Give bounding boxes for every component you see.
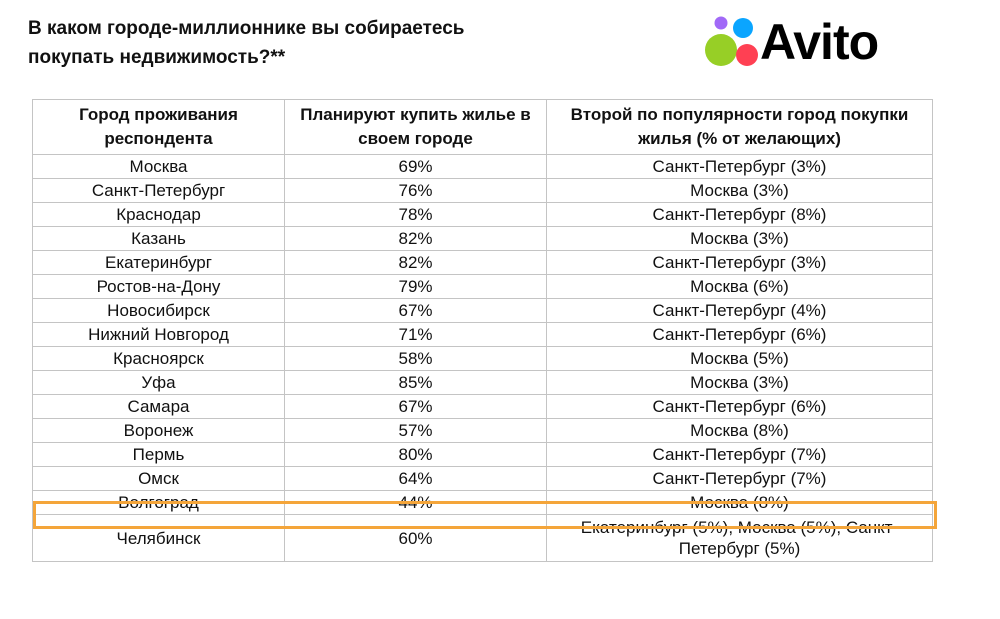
city-cell: Санкт-Петербург <box>32 178 285 203</box>
city-cell: Уфа <box>32 370 285 395</box>
percent-cell: 79% <box>284 274 547 299</box>
city-cell: Екатеринбург <box>32 250 285 275</box>
second-city-cell: Санкт-Петербург (7%) <box>546 466 933 491</box>
second-city-cell: Москва (8%) <box>546 418 933 443</box>
second-city-cell: Москва (8%) <box>546 490 933 515</box>
second-city-cell: Санкт-Петербург (6%) <box>546 322 933 347</box>
table-row: Пермь 80% Санкт-Петербург (7%) <box>32 442 933 467</box>
table-row: Казань 82% Москва (3%) <box>32 226 933 251</box>
table-row: Красноярск 58% Москва (5%) <box>32 346 933 371</box>
logo-dot-blue <box>733 18 753 38</box>
logo-dot-purple <box>714 16 728 30</box>
logo-dot-red <box>736 44 758 66</box>
table-row: Москва 69% Санкт-Петербург (3%) <box>32 154 933 179</box>
avito-logo: Avito <box>704 12 904 72</box>
header-city: Город проживания респондента <box>32 99 285 155</box>
table-row: Уфа 85% Москва (3%) <box>32 370 933 395</box>
second-city-cell: Москва (6%) <box>546 274 933 299</box>
percent-cell: 78% <box>284 202 547 227</box>
second-city-cell: Санкт-Петербург (8%) <box>546 202 933 227</box>
percent-cell: 80% <box>284 442 547 467</box>
city-cell: Волгоград <box>32 490 285 515</box>
title-line-1: В каком городе-миллионнике вы собираетес… <box>28 18 465 39</box>
city-cell: Москва <box>32 154 285 179</box>
table-row: Новосибирск 67% Санкт-Петербург (4%) <box>32 298 933 323</box>
city-cell: Самара <box>32 394 285 419</box>
city-cell: Омск <box>32 466 285 491</box>
percent-cell: 69% <box>284 154 547 179</box>
percent-cell: 82% <box>284 250 547 275</box>
table-row: Челябинск 60% Екатеринбург (5%), Москва (5… <box>32 514 933 562</box>
logo-text: Avito <box>760 14 879 70</box>
percent-cell: 44% <box>284 490 547 515</box>
percent-cell: 85% <box>284 370 547 395</box>
table-row: Екатеринбург 82% Санкт-Петербург (3%) <box>32 250 933 275</box>
city-cell: Казань <box>32 226 285 251</box>
percent-cell: 60% <box>284 514 547 562</box>
table-row-highlighted: Волгоград 44% Москва (8%) <box>32 490 933 515</box>
city-cell: Красноярск <box>32 346 285 371</box>
second-city-cell: Москва (3%) <box>546 226 933 251</box>
percent-cell: 58% <box>284 346 547 371</box>
table-row: Нижний Новгород 71% Санкт-Петербург (6%) <box>32 322 933 347</box>
percent-cell: 64% <box>284 466 547 491</box>
second-city-cell: Москва (3%) <box>546 178 933 203</box>
survey-table: Город проживания респондента Планируют к… <box>32 99 933 562</box>
second-city-cell: Санкт-Петербург (3%) <box>546 250 933 275</box>
percent-cell: 71% <box>284 322 547 347</box>
second-city-cell: Екатеринбург (5%), Москва (5%), Санкт-Пе… <box>546 514 933 562</box>
table-row: Самара 67% Санкт-Петербург (6%) <box>32 394 933 419</box>
avito-dots-icon <box>705 16 758 66</box>
second-city-cell: Санкт-Петербург (3%) <box>546 154 933 179</box>
percent-cell: 82% <box>284 226 547 251</box>
logo-dot-green <box>705 34 737 66</box>
table-row: Краснодар 78% Санкт-Петербург (8%) <box>32 202 933 227</box>
title-line-2: покупать недвижимость?** <box>28 47 286 68</box>
table-row: Омск 64% Санкт-Петербург (7%) <box>32 466 933 491</box>
city-cell: Новосибирск <box>32 298 285 323</box>
header-own-city: Планируют купить жилье в своем городе <box>284 99 547 155</box>
percent-cell: 76% <box>284 178 547 203</box>
table-header-row: Город проживания респондента Планируют к… <box>32 99 933 155</box>
second-city-cell: Москва (5%) <box>546 346 933 371</box>
city-cell: Краснодар <box>32 202 285 227</box>
table-row: Ростов-на-Дону 79% Москва (6%) <box>32 274 933 299</box>
page-title: В каком городе-миллионнике вы собираетес… <box>28 14 628 72</box>
second-city-cell: Санкт-Петербург (7%) <box>546 442 933 467</box>
percent-cell: 67% <box>284 298 547 323</box>
second-city-cell: Москва (3%) <box>546 370 933 395</box>
city-cell: Воронеж <box>32 418 285 443</box>
header-second-city: Второй по популярности город покупки жил… <box>546 99 933 155</box>
city-cell: Пермь <box>32 442 285 467</box>
city-cell: Челябинск <box>32 514 285 562</box>
city-cell: Нижний Новгород <box>32 322 285 347</box>
percent-cell: 57% <box>284 418 547 443</box>
second-city-cell: Санкт-Петербург (6%) <box>546 394 933 419</box>
table-row: Санкт-Петербург 76% Москва (3%) <box>32 178 933 203</box>
table-row: Воронеж 57% Москва (8%) <box>32 418 933 443</box>
city-cell: Ростов-на-Дону <box>32 274 285 299</box>
second-city-cell: Санкт-Петербург (4%) <box>546 298 933 323</box>
percent-cell: 67% <box>284 394 547 419</box>
